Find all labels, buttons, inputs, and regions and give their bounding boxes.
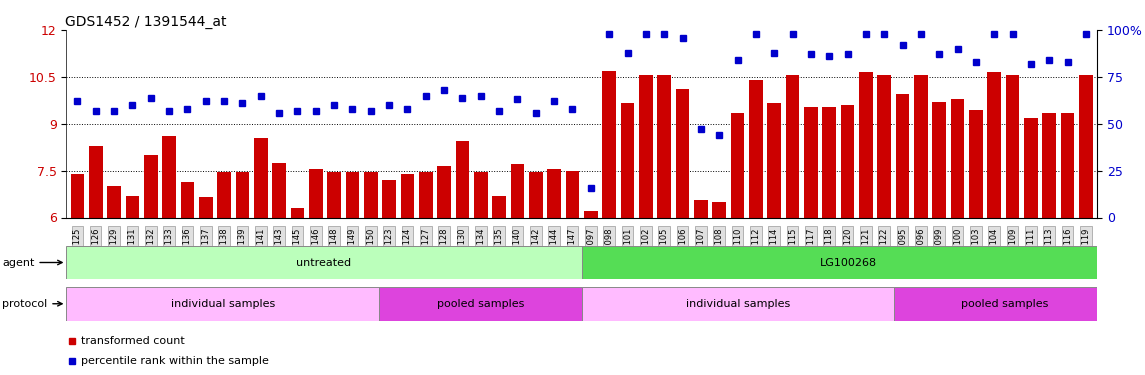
Bar [474, 172, 488, 217]
Bar [582, 287, 894, 321]
Text: individual samples: individual samples [686, 299, 790, 309]
Bar [401, 174, 414, 217]
Bar [327, 172, 341, 217]
Bar [785, 75, 799, 217]
Bar [969, 110, 982, 218]
Bar [712, 202, 726, 217]
Bar [89, 146, 103, 218]
Bar [529, 172, 543, 217]
Bar [163, 136, 176, 218]
Text: transformed count: transformed count [81, 336, 184, 345]
Text: agent: agent [2, 258, 62, 267]
Bar [291, 208, 305, 218]
Bar [694, 200, 708, 217]
Bar [254, 138, 268, 218]
Bar [547, 169, 561, 217]
Bar [181, 182, 195, 218]
Bar [218, 172, 231, 217]
Bar [657, 75, 671, 217]
Bar [71, 174, 85, 217]
Bar [456, 141, 469, 218]
Bar [364, 172, 378, 217]
Bar [749, 80, 763, 218]
Bar [309, 169, 323, 217]
Bar [199, 197, 213, 217]
Bar [676, 89, 689, 218]
Bar [1060, 113, 1074, 218]
Bar [932, 102, 946, 218]
Text: individual samples: individual samples [171, 299, 275, 309]
Text: pooled samples: pooled samples [961, 299, 1049, 309]
Bar [566, 171, 579, 217]
Bar [273, 163, 286, 218]
Bar [126, 196, 140, 217]
Text: pooled samples: pooled samples [436, 299, 524, 309]
Bar [144, 155, 158, 218]
Bar [1042, 113, 1056, 218]
Bar [822, 106, 836, 218]
Bar [840, 105, 854, 218]
Bar [437, 166, 451, 218]
Text: LG100268: LG100268 [820, 258, 877, 267]
Bar [639, 75, 653, 217]
Bar [767, 104, 781, 218]
Bar [731, 113, 744, 218]
Bar [382, 180, 396, 218]
Text: percentile rank within the sample: percentile rank within the sample [81, 356, 269, 366]
Bar [1005, 75, 1019, 217]
Text: protocol: protocol [2, 299, 62, 309]
Bar [914, 75, 927, 217]
Bar [582, 246, 1115, 279]
Bar [602, 70, 616, 217]
Bar [584, 211, 598, 217]
Text: untreated: untreated [297, 258, 352, 267]
Bar [895, 94, 909, 218]
Bar [492, 196, 506, 217]
Bar [894, 287, 1115, 321]
Bar [511, 164, 524, 218]
Bar [66, 287, 379, 321]
Bar [950, 99, 964, 218]
Bar [236, 172, 250, 217]
Bar [987, 72, 1001, 217]
Bar [621, 104, 634, 218]
Bar [108, 186, 121, 218]
Bar [346, 172, 360, 217]
Text: GDS1452 / 1391544_at: GDS1452 / 1391544_at [65, 15, 227, 29]
Bar [1079, 75, 1092, 217]
Bar [877, 75, 891, 217]
Bar [859, 72, 872, 217]
Bar [379, 287, 582, 321]
Bar [419, 172, 433, 217]
Bar [66, 246, 582, 279]
Bar [804, 106, 818, 218]
Bar [1024, 117, 1037, 218]
